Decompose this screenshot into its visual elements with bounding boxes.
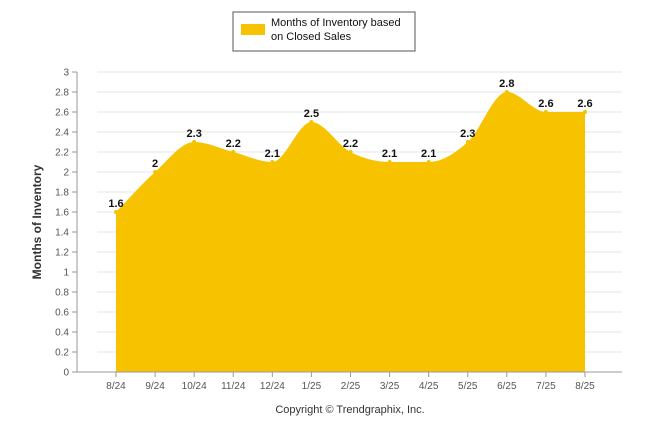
- data-label: 2.1: [382, 148, 397, 160]
- data-label: 2.2: [343, 138, 358, 150]
- x-tick-label: 1/25: [302, 381, 322, 392]
- y-tick-label: 0.8: [55, 288, 69, 299]
- data-label: 2.3: [187, 128, 202, 140]
- data-label: 2.6: [538, 98, 553, 110]
- data-point[interactable]: [231, 150, 236, 154]
- y-tick-label: 1.4: [55, 228, 69, 239]
- x-tick-label: 12/24: [260, 381, 285, 392]
- x-tick-label: 8/25: [575, 381, 595, 392]
- legend-label-line1: Months of Inventory based: [271, 17, 401, 29]
- axes: [76, 72, 622, 373]
- x-tick-label: 3/25: [380, 381, 400, 392]
- y-tick-label: 1.2: [55, 248, 69, 259]
- data-point[interactable]: [348, 150, 353, 154]
- y-axis-title: Months of Inventory: [30, 164, 44, 279]
- data-label: 2.3: [460, 128, 475, 140]
- data-point[interactable]: [426, 160, 431, 164]
- data-point[interactable]: [114, 210, 118, 214]
- data-label: 2.1: [421, 148, 436, 160]
- x-tick-label: 10/24: [182, 381, 207, 392]
- x-tick-label: 7/25: [536, 381, 556, 392]
- x-tick-label: 5/25: [458, 381, 478, 392]
- data-point[interactable]: [387, 160, 392, 164]
- data-point[interactable]: [270, 160, 275, 164]
- y-tick-label: 0.2: [55, 348, 69, 359]
- y-tick-label: 0.4: [55, 328, 69, 339]
- data-point[interactable]: [504, 90, 509, 94]
- x-tick-label: 11/24: [221, 381, 246, 392]
- legend-swatch: [241, 24, 265, 35]
- data-label: 2: [152, 158, 158, 170]
- y-tick-label: 2.2: [55, 148, 69, 159]
- data-label: 1.6: [108, 198, 123, 210]
- data-point[interactable]: [192, 140, 197, 144]
- y-tick-label: 1: [63, 268, 69, 279]
- data-label: 2.6: [577, 98, 592, 110]
- y-tick-label: 1.8: [55, 188, 69, 199]
- y-tick-label: 1.6: [55, 208, 69, 219]
- area-fill: [116, 92, 585, 372]
- data-label: 2.2: [226, 138, 241, 150]
- y-tick-label: 2.6: [55, 108, 69, 119]
- y-tick-label: 2: [63, 168, 69, 179]
- x-tick-label: 2/25: [341, 381, 361, 392]
- y-tick-label: 0: [63, 368, 69, 379]
- data-point[interactable]: [543, 110, 548, 114]
- data-label: 2.8: [499, 78, 514, 90]
- data-labels: 1.6 2 2.3 2.2 2.1 2.5 2.2 2.1 2.1 2.3 2.8 2.6 2.6: [108, 78, 593, 214]
- data-point[interactable]: [583, 110, 587, 114]
- data-point[interactable]: [153, 170, 158, 174]
- x-tick-label: 8/24: [106, 381, 126, 392]
- y-tick-label: 3: [63, 68, 69, 79]
- area-series: [116, 92, 585, 372]
- copyright-text: Copyright © Trendgraphix, Inc.: [275, 404, 424, 416]
- x-tick-label: 6/25: [497, 381, 517, 392]
- legend[interactable]: Months of Inventory based on Closed Sale…: [232, 11, 416, 52]
- y-tick-label: 2.8: [55, 88, 69, 99]
- data-point[interactable]: [465, 140, 470, 144]
- y-tick-label: 0.6: [55, 308, 69, 319]
- legend-label-line2: on Closed Sales: [271, 31, 352, 43]
- data-label: 2.1: [265, 148, 280, 160]
- x-tick-label: 9/24: [145, 381, 165, 392]
- y-tick-label: 2.4: [55, 128, 69, 139]
- data-point[interactable]: [309, 120, 314, 124]
- x-axis-ticks: 8/24 9/24 10/24 11/24 12/24 1/25 2/25 3/25 4/25 5…: [106, 372, 595, 392]
- x-tick-label: 4/25: [419, 381, 439, 392]
- data-label: 2.5: [304, 108, 319, 120]
- y-axis-ticks: 0 0.2 0.4 0.6 0.8 1 1.2 1.4 1.6 1.8 2 2.2 2.4 2.6 2.8 3: [55, 68, 77, 379]
